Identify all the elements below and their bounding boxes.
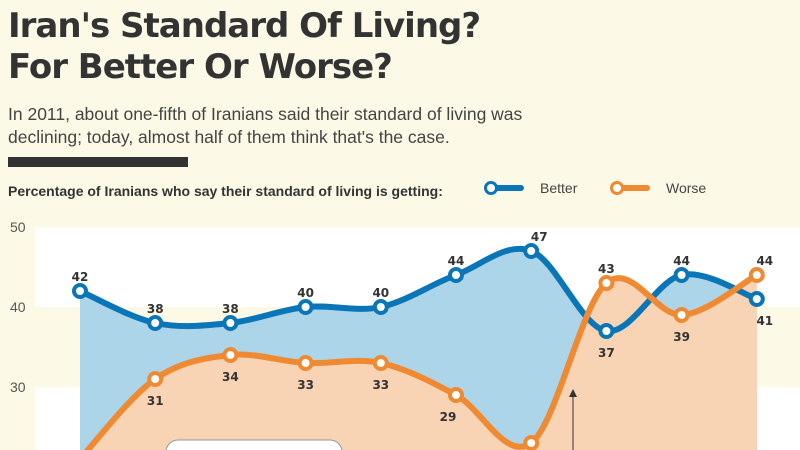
point-better	[748, 291, 765, 307]
data-label-better: 44	[448, 254, 465, 268]
data-label-better: 44	[673, 254, 690, 268]
data-label-better: 38	[147, 302, 164, 316]
data-label-worse: 44	[756, 254, 773, 268]
point-better	[598, 323, 615, 339]
legend-label-worse: Worse	[666, 180, 707, 196]
data-label-better: 37	[598, 346, 615, 360]
point-worse	[748, 267, 765, 283]
point-better	[523, 243, 540, 259]
point-worse	[673, 307, 690, 323]
point-worse	[448, 387, 464, 403]
data-label-worse: 43	[598, 262, 615, 276]
point-better	[673, 267, 690, 283]
point-worse	[222, 347, 239, 363]
point-better	[222, 315, 239, 331]
point-better	[147, 315, 164, 331]
data-label-better: 47	[531, 230, 548, 244]
point-better	[372, 299, 389, 315]
annotation-box	[165, 439, 343, 450]
annotation-arrow-head	[569, 389, 577, 397]
legend-key-better-icon	[484, 181, 526, 195]
data-label-worse: 31	[147, 394, 164, 408]
data-label-worse: 39	[673, 330, 690, 344]
point-better	[297, 299, 314, 315]
data-label-worse: 34	[222, 370, 239, 384]
legend-item-worse: Worse	[610, 180, 706, 196]
legend-label-better: Better	[540, 180, 578, 196]
data-label-better: 40	[297, 286, 314, 300]
point-better	[448, 267, 464, 283]
data-label-worse: 29	[440, 410, 457, 424]
divider-bar	[8, 157, 188, 167]
y-tick-label: 30	[10, 379, 26, 395]
data-label-better: 42	[72, 270, 89, 284]
subtitle: In 2011, about one-fifth of Iranians sai…	[8, 104, 523, 147]
title-line-2: For Better Or Worse?	[8, 47, 393, 87]
y-tick-label: 40	[10, 299, 26, 315]
point-worse	[147, 371, 164, 387]
line-worse	[83, 272, 760, 450]
point-worse	[523, 435, 540, 450]
page-title: Iran's Standard Of Living? For Better Or…	[8, 6, 481, 88]
point-worse	[598, 275, 615, 291]
data-label-better: 41	[756, 314, 773, 328]
data-label-better: 40	[372, 286, 389, 300]
legend-key-worse-icon	[610, 181, 652, 195]
data-label-worse: 33	[297, 378, 314, 392]
line-better	[77, 246, 760, 335]
title-line-1: Iran's Standard Of Living?	[8, 6, 481, 46]
point-worse	[372, 355, 389, 371]
y-tick-label: 50	[10, 219, 26, 235]
chart-title: Percentage of Iranians who say their sta…	[8, 183, 443, 199]
legend-item-better: Better	[484, 180, 577, 196]
data-label-worse: 33	[372, 378, 389, 392]
data-label-better: 38	[222, 302, 239, 316]
point-worse	[297, 355, 314, 371]
point-better	[72, 283, 88, 299]
